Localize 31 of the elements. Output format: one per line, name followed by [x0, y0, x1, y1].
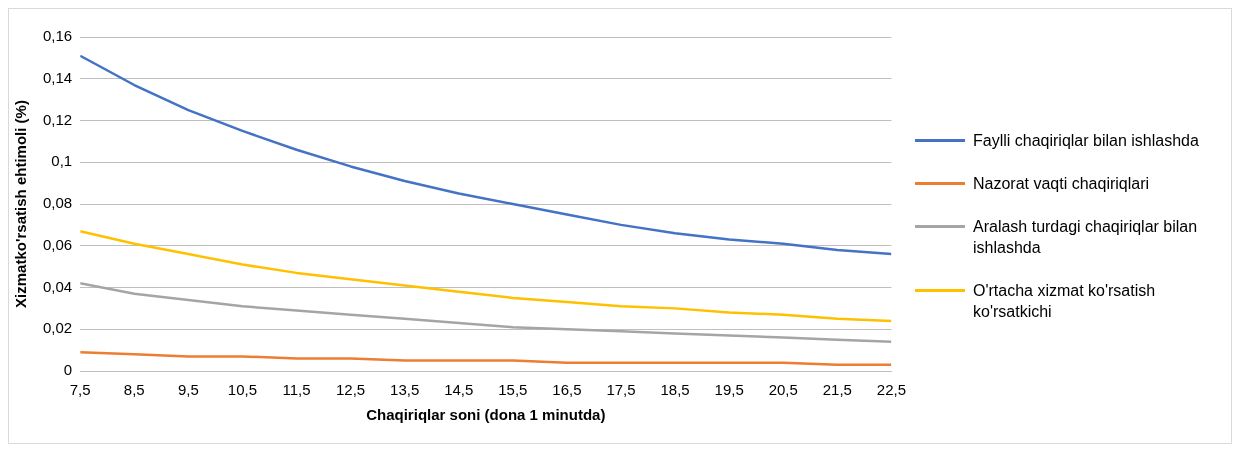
x-tick-label: 13,5: [390, 381, 420, 399]
y-axis-title: Xizmatko'rsatish ehtimoli (%): [12, 100, 30, 308]
legend-label: Faylli chaqiriqlar bilan ishlashda: [973, 131, 1199, 151]
x-axis-title: Chaqiriqlar soni (dona 1 minutda): [366, 406, 606, 424]
x-tick-label: 19,5: [714, 381, 744, 399]
legend-label: Nazorat vaqti chaqiriqlari: [973, 174, 1150, 194]
y-tick-label: 0,08: [42, 194, 73, 212]
legend-label: Aralash turdagi chaqiriqlar bilan ishlashda: [973, 217, 1199, 258]
y-tick-label: 0: [63, 361, 73, 379]
x-tick-label: 9,5: [177, 381, 199, 399]
legend-label: O'rtacha xizmat ko'rsatish ko'rsatkichi: [973, 281, 1157, 322]
x-tick-label: 17,5: [606, 381, 636, 399]
x-tick-label: 22,5: [876, 381, 906, 399]
x-tick-label: 10,5: [227, 381, 258, 399]
x-tick-label: 20,5: [768, 381, 798, 399]
y-tick-label: 0,02: [42, 319, 73, 337]
x-tick-label: 11,5: [282, 381, 311, 399]
x-tick-label: 7,5: [69, 381, 91, 399]
y-tick-label: 0,14: [42, 68, 73, 86]
x-tick-label: 12,5: [336, 381, 366, 399]
y-tick-label: 0,06: [42, 235, 73, 253]
x-tick-label: 15,5: [498, 381, 528, 399]
x-tick-label: 21,5: [822, 381, 852, 399]
y-tick-label: 0,1: [51, 152, 73, 170]
y-tick-label: 0,04: [42, 277, 73, 295]
y-tick-label: 0,16: [42, 27, 73, 45]
x-tick-label: 18,5: [660, 381, 690, 399]
x-tick-label: 16,5: [552, 381, 582, 399]
x-tick-label: 8,5: [123, 381, 145, 399]
y-tick-label: 0,12: [42, 110, 73, 128]
x-tick-label: 14,5: [444, 381, 474, 399]
